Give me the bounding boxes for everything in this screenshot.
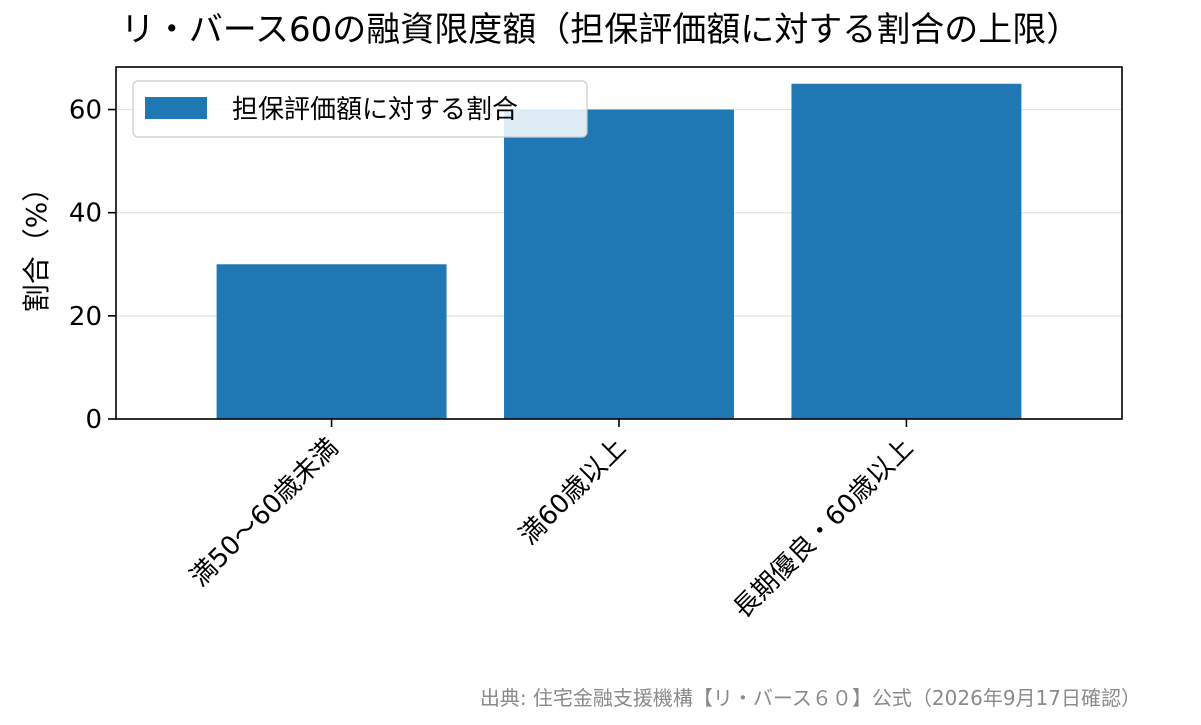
y-tick-label: 60: [69, 96, 102, 126]
bar: [791, 83, 1022, 419]
y-tick-label: 0: [85, 405, 102, 435]
legend-label: 担保評価額に対する割合: [232, 95, 518, 125]
bar: [216, 264, 447, 419]
x-tick-label: 満50～60歳未満: [185, 433, 345, 593]
legend-swatch: [145, 97, 207, 119]
x-tick-label: 長期優良・60歳以上: [728, 433, 920, 625]
x-tick-label: 満60歳以上: [514, 433, 632, 551]
y-tick-label: 20: [69, 302, 102, 332]
legend-box: [132, 80, 588, 138]
bar: [504, 109, 734, 420]
y-axis-label: 割合（%）: [20, 174, 53, 313]
chart-title: リ・バース60の融資限度額（担保評価額に対する割合の上限）: [120, 10, 1081, 50]
source-note: 出典: 住宅金融支援機構【リ・バース６０】公式（2026年9月17日確認）: [479, 686, 1141, 710]
y-tick-label: 40: [69, 199, 102, 229]
